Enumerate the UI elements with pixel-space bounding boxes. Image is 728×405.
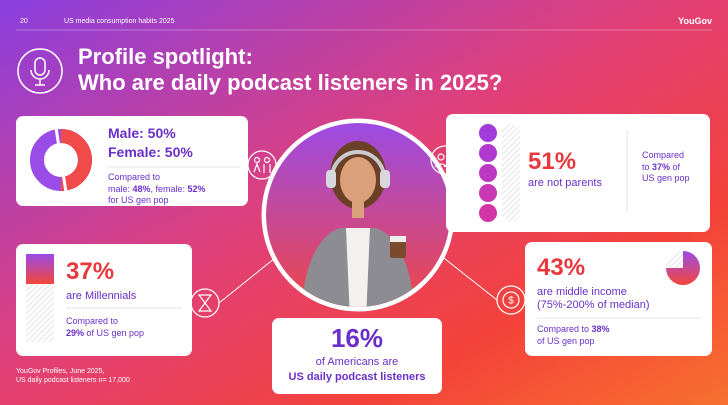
center-card: 16% of Americans are US daily podcast li… (272, 318, 442, 394)
value: 37% (652, 161, 671, 172)
millennials-value: 37% (66, 258, 115, 285)
text: Compared to (537, 324, 592, 334)
text: of (670, 161, 681, 172)
center-line: of Americans are (315, 356, 399, 368)
text: Compared to (108, 172, 161, 182)
millennials-card: 37% are Millennials Compared to 29% of U… (16, 244, 192, 356)
value: 38% (591, 324, 610, 334)
income-sublabel: (75%-200% of median) (537, 299, 650, 311)
text: Compared to (66, 316, 119, 326)
gender-compare: Compared to male: 48%, female: 52% for U… (108, 172, 206, 207)
section-title: US media consumption habits 2025 (64, 18, 175, 25)
title-line: Who are daily podcast listeners in 2025? (78, 70, 503, 95)
millennials-label: are Millennials (66, 290, 137, 302)
income-compare: Compared to 38% of US gen pop (537, 324, 610, 347)
female-share: Female: 50% (108, 144, 193, 160)
male-share: Male: 50% (108, 125, 176, 141)
parents-icons (479, 124, 628, 222)
gender-card: Male: 50% Female: 50% Compared to male: … (16, 116, 248, 206)
value: 48% (132, 183, 151, 194)
text: Compared (642, 150, 685, 160)
income-graphic (537, 251, 701, 319)
income-label: are middle income (537, 286, 627, 298)
center-value: 16% (330, 323, 384, 353)
page-number: 20 (20, 18, 28, 25)
source: YouGov Profiles, June 2025, (16, 368, 105, 375)
parents-compare: Compared to 37% of US gen pop (642, 150, 690, 185)
gender-donut (30, 127, 240, 193)
millennials-bar (26, 254, 182, 342)
title-line: Profile spotlight: (78, 44, 253, 69)
income-value: 43% (537, 254, 586, 281)
income-card: 43% are middle income (75%-200% of media… (525, 242, 712, 356)
value: 52% (187, 183, 206, 194)
parents-card: 51% are not parents Compared to 37% of U… (446, 114, 710, 232)
text: of US gen pop (84, 327, 145, 338)
center-line: US daily podcast listeners (288, 371, 426, 383)
millennials-compare: Compared to 29% of US gen pop (66, 316, 144, 339)
parents-value: 51% (528, 148, 577, 175)
text: to (642, 161, 653, 172)
source: US daily podcast listeners n= 17,000 (16, 377, 130, 384)
brand: YouGov (678, 16, 712, 26)
svg-text:$: $ (508, 296, 514, 307)
text: , female: (150, 183, 188, 194)
parents-label: are not parents (528, 177, 602, 189)
text: for US gen pop (108, 195, 169, 206)
text: US gen pop (642, 173, 690, 184)
text: male: (108, 183, 133, 194)
text: of US gen pop (537, 335, 595, 346)
value: 29% (66, 327, 85, 338)
